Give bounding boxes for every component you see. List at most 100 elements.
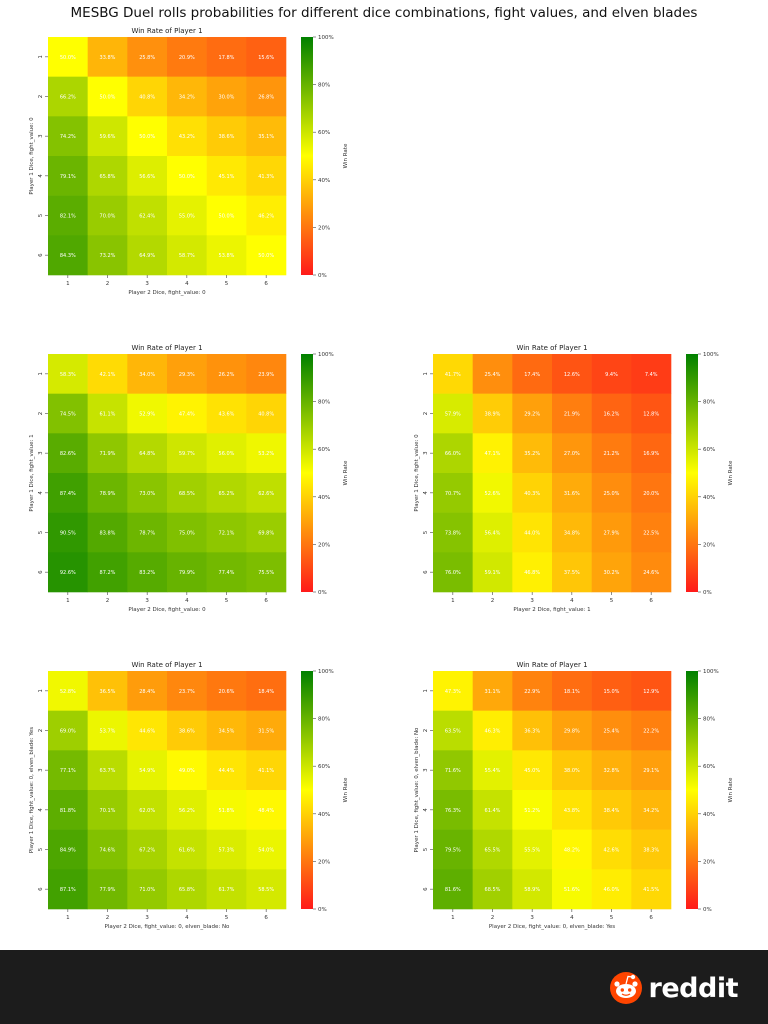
heatmap-cell	[167, 354, 207, 394]
heatmap-cell	[246, 473, 287, 513]
cell-value-label: 40.8%	[258, 412, 274, 418]
x-tick-label: 5	[225, 915, 229, 921]
cell-value-label: 72.1%	[219, 531, 235, 537]
heatmap-cell	[127, 710, 168, 751]
x-tick-label: 5	[225, 598, 229, 604]
heatmap-cell	[512, 512, 553, 553]
heatmap-cell	[206, 433, 247, 474]
colorbar-tick-label: 0%	[318, 273, 327, 279]
heatmap-cell	[48, 393, 88, 434]
cell-value-label: 43.8%	[564, 808, 580, 814]
cell-value-label: 35.2%	[524, 451, 540, 457]
colorbar-tick-label: 100%	[703, 352, 719, 358]
heatmap-cell	[552, 433, 592, 474]
heatmap-charts: Win Rate of Player 1 50.0% 33.8% 25.8% 20.9%…	[29, 27, 734, 930]
cell-value-label: 50.0%	[179, 174, 195, 180]
cell-value-label: 61.6%	[179, 848, 195, 854]
cell-value-label: 45.1%	[219, 174, 235, 180]
heatmap-cell	[206, 671, 247, 711]
colorbar	[301, 37, 313, 275]
heatmap-cell	[87, 235, 128, 276]
y-axis-label: Player 1 Dice, fight_value: 0, elven_bla…	[29, 727, 35, 853]
heatmap-cell	[512, 433, 553, 474]
reddit-logo[interactable]: reddit	[609, 970, 739, 1006]
cell-value-label: 28.4%	[139, 689, 155, 695]
x-tick-label: 4	[185, 281, 189, 287]
y-tick-label: 6	[423, 570, 429, 574]
cell-value-label: 46.8%	[524, 570, 540, 576]
colorbar-label: Win Rate	[343, 460, 349, 485]
x-tick-label: 1	[66, 281, 70, 287]
cell-value-label: 48.2%	[564, 848, 580, 854]
x-tick-label: 4	[570, 598, 574, 604]
heatmap-cell	[433, 790, 473, 830]
cell-value-label: 40.8%	[139, 95, 155, 101]
y-tick-label: 2	[38, 729, 44, 733]
cell-value-label: 46.3%	[485, 729, 501, 735]
x-tick-label: 3	[145, 598, 149, 604]
heatmap-cell	[48, 37, 88, 77]
cell-value-label: 84.9%	[60, 848, 76, 854]
footer-bar: reddit	[0, 950, 768, 1024]
cell-value-label: 63.5%	[445, 729, 461, 735]
cell-value-label: 18.4%	[258, 689, 274, 695]
cell-value-label: 9.4%	[605, 372, 618, 378]
heatmap-cell	[48, 790, 88, 830]
heatmap-cell	[552, 393, 592, 434]
heatmap-cell	[127, 512, 168, 553]
cell-value-label: 38.0%	[564, 768, 580, 774]
x-tick-label: 6	[264, 281, 268, 287]
heatmap-cell	[591, 869, 632, 910]
y-tick-label: 4	[423, 491, 429, 495]
heatmap-cell	[472, 393, 513, 434]
heatmap-cell	[48, 512, 88, 553]
y-tick-label: 2	[423, 729, 429, 733]
cell-value-label: 46.0%	[604, 887, 620, 893]
cell-value-label: 29.3%	[179, 372, 195, 378]
x-tick-label: 6	[264, 598, 268, 604]
heatmap-cell	[127, 156, 168, 196]
cell-value-label: 52.9%	[139, 412, 155, 418]
colorbar-tick-label: 40%	[703, 812, 715, 818]
heatmap-cell	[48, 156, 88, 196]
colorbar-tick-label: 80%	[703, 717, 715, 723]
heatmap-cell	[631, 671, 672, 711]
cell-value-label: 21.9%	[564, 412, 580, 418]
heatmap-cell	[127, 37, 168, 77]
cell-value-label: 36.3%	[524, 729, 540, 735]
cell-value-label: 73.8%	[445, 531, 461, 537]
cell-value-label: 20.0%	[643, 491, 659, 497]
cell-value-label: 70.1%	[100, 808, 116, 814]
cell-value-label: 56.4%	[485, 531, 501, 537]
x-tick-label: 6	[649, 598, 653, 604]
heatmap-cell	[631, 393, 672, 434]
cell-value-label: 83.8%	[100, 531, 116, 537]
x-tick-label: 3	[530, 915, 534, 921]
cell-value-label: 55.5%	[524, 848, 540, 854]
cell-value-label: 58.9%	[524, 887, 540, 893]
heatmap-cell	[167, 195, 207, 236]
heatmap-cell	[206, 829, 247, 870]
colorbar-tick-label: 40%	[318, 812, 330, 818]
heatmap-cell	[127, 433, 168, 474]
heatmap-cell	[127, 76, 168, 117]
cell-value-label: 29.8%	[564, 729, 580, 735]
heatmap-cell	[591, 829, 632, 870]
cell-value-label: 38.3%	[643, 848, 659, 854]
heatmap-cell	[127, 869, 168, 910]
cell-value-label: 79.9%	[179, 570, 195, 576]
x-tick-label: 5	[225, 281, 229, 287]
cell-value-label: 50.0%	[100, 95, 116, 101]
heatmap-cell	[631, 750, 672, 791]
cell-value-label: 67.2%	[139, 848, 155, 854]
cell-value-label: 64.9%	[139, 253, 155, 259]
colorbar-tick-label: 60%	[318, 764, 330, 770]
y-tick-label: 5	[423, 847, 429, 851]
heatmap-cell	[512, 671, 553, 711]
cell-value-label: 82.6%	[60, 451, 76, 457]
colorbar	[686, 671, 698, 909]
heatmap-cell	[127, 671, 168, 711]
heatmap-cell	[48, 552, 88, 593]
cell-value-label: 12.6%	[564, 372, 580, 378]
heatmap-cell	[127, 829, 168, 870]
